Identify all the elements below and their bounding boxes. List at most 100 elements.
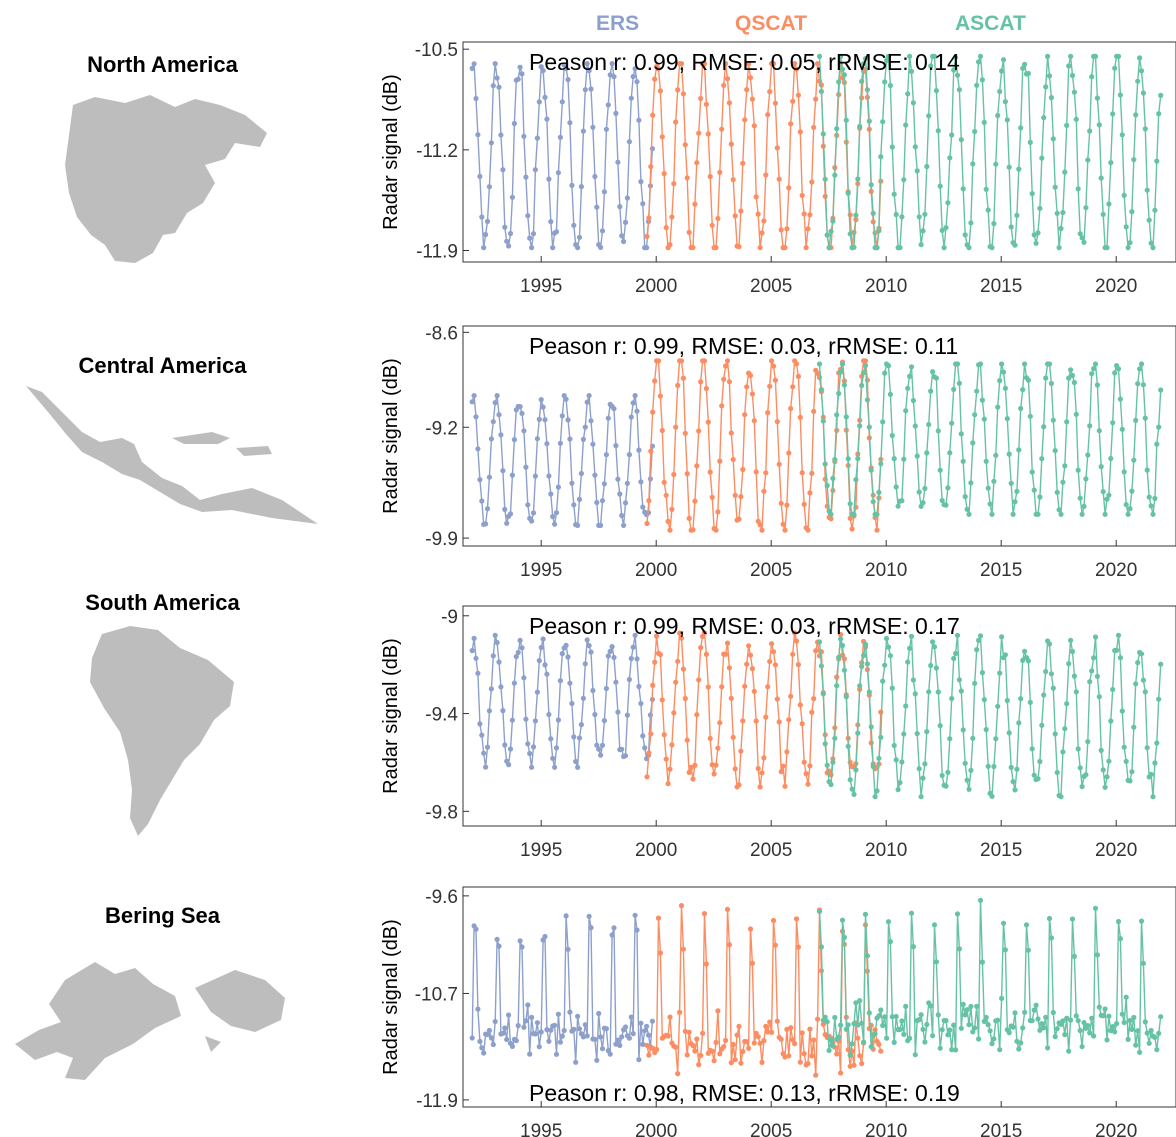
- data-point: [1010, 779, 1016, 785]
- data-point: [803, 771, 809, 777]
- data-point: [484, 1031, 491, 1038]
- data-point: [895, 787, 901, 793]
- data-point: [536, 416, 542, 422]
- data-point: [1058, 794, 1064, 800]
- data-point: [590, 687, 596, 694]
- data-point: [868, 724, 874, 730]
- data-point: [721, 82, 727, 88]
- data-point: [553, 229, 560, 235]
- data-point: [788, 693, 794, 699]
- data-point: [799, 192, 805, 198]
- data-point: [1131, 1014, 1137, 1021]
- data-point: [646, 215, 652, 221]
- data-point: [701, 630, 708, 636]
- data-point: [887, 82, 894, 89]
- data-point: [521, 675, 527, 681]
- data-point: [680, 946, 687, 952]
- data-point: [1133, 112, 1139, 118]
- data-point: [809, 470, 815, 476]
- data-point: [686, 769, 692, 776]
- data-point: [638, 479, 644, 485]
- data-point: [490, 83, 496, 89]
- data-point: [557, 440, 564, 446]
- data-point: [644, 1023, 650, 1029]
- data-point: [795, 944, 802, 950]
- data-point: [983, 458, 989, 464]
- plot-area: [462, 605, 1176, 827]
- data-point: [1075, 186, 1081, 192]
- data-point: [1068, 53, 1074, 60]
- data-point: [1094, 952, 1100, 958]
- data-point: [1142, 126, 1148, 132]
- series-qscat: [644, 630, 884, 790]
- data-point: [845, 456, 851, 462]
- data-point: [807, 490, 813, 496]
- series-line: [646, 630, 882, 789]
- data-point: [841, 382, 848, 388]
- data-point: [546, 1038, 552, 1044]
- y-axis-label: Radar signal (dB): [380, 919, 402, 1075]
- data-point: [1123, 224, 1129, 230]
- data-point: [901, 1031, 907, 1037]
- data-point: [1117, 655, 1123, 661]
- data-point: [1121, 1019, 1127, 1026]
- data-point: [855, 1035, 861, 1041]
- data-point: [797, 129, 803, 135]
- data-point: [769, 641, 775, 647]
- data-point: [903, 703, 909, 709]
- data-point: [1035, 1016, 1041, 1022]
- data-point: [740, 160, 746, 166]
- data-point: [976, 637, 982, 644]
- data-point: [907, 53, 913, 60]
- data-point: [680, 375, 687, 381]
- data-point: [692, 1048, 698, 1054]
- data-point: [746, 61, 752, 67]
- data-point: [872, 1031, 878, 1037]
- data-point: [576, 735, 583, 741]
- data-point: [747, 75, 754, 81]
- data-point: [749, 391, 756, 397]
- data-point: [1071, 89, 1077, 95]
- data-point: [744, 1039, 750, 1045]
- data-point: [991, 763, 997, 770]
- data-point: [680, 91, 687, 97]
- data-point: [584, 61, 590, 67]
- data-point: [479, 732, 485, 738]
- data-point: [561, 1027, 567, 1034]
- data-point: [795, 373, 802, 379]
- data-point: [636, 1057, 642, 1063]
- data-point: [793, 916, 800, 922]
- data-point: [782, 527, 788, 533]
- data-point: [864, 87, 871, 93]
- data-point: [822, 176, 828, 182]
- data-point: [838, 53, 844, 60]
- data-point: [603, 685, 610, 692]
- data-point: [1012, 1010, 1018, 1016]
- data-point: [914, 453, 920, 459]
- data-point: [1010, 1024, 1016, 1030]
- data-point: [525, 741, 531, 747]
- data-point: [544, 671, 550, 677]
- data-point: [1046, 73, 1053, 79]
- data-point: [661, 171, 667, 177]
- data-point: [654, 633, 660, 639]
- data-point: [1050, 685, 1056, 691]
- data-point: [866, 689, 872, 695]
- data-point: [1117, 936, 1123, 942]
- data-point: [793, 638, 800, 644]
- data-point: [772, 942, 779, 948]
- data-point: [571, 1026, 577, 1032]
- data-point: [1146, 217, 1152, 223]
- data-point: [916, 1017, 922, 1023]
- data-point: [1016, 166, 1022, 172]
- data-point: [1054, 210, 1060, 216]
- data-point: [481, 1050, 487, 1056]
- data-point: [828, 516, 834, 522]
- region-title-north-america: North America: [87, 52, 238, 77]
- data-point: [937, 1045, 943, 1051]
- data-point: [956, 380, 963, 386]
- data-point: [803, 245, 809, 251]
- x-tick-label: 2010: [865, 560, 907, 581]
- data-point: [972, 128, 978, 135]
